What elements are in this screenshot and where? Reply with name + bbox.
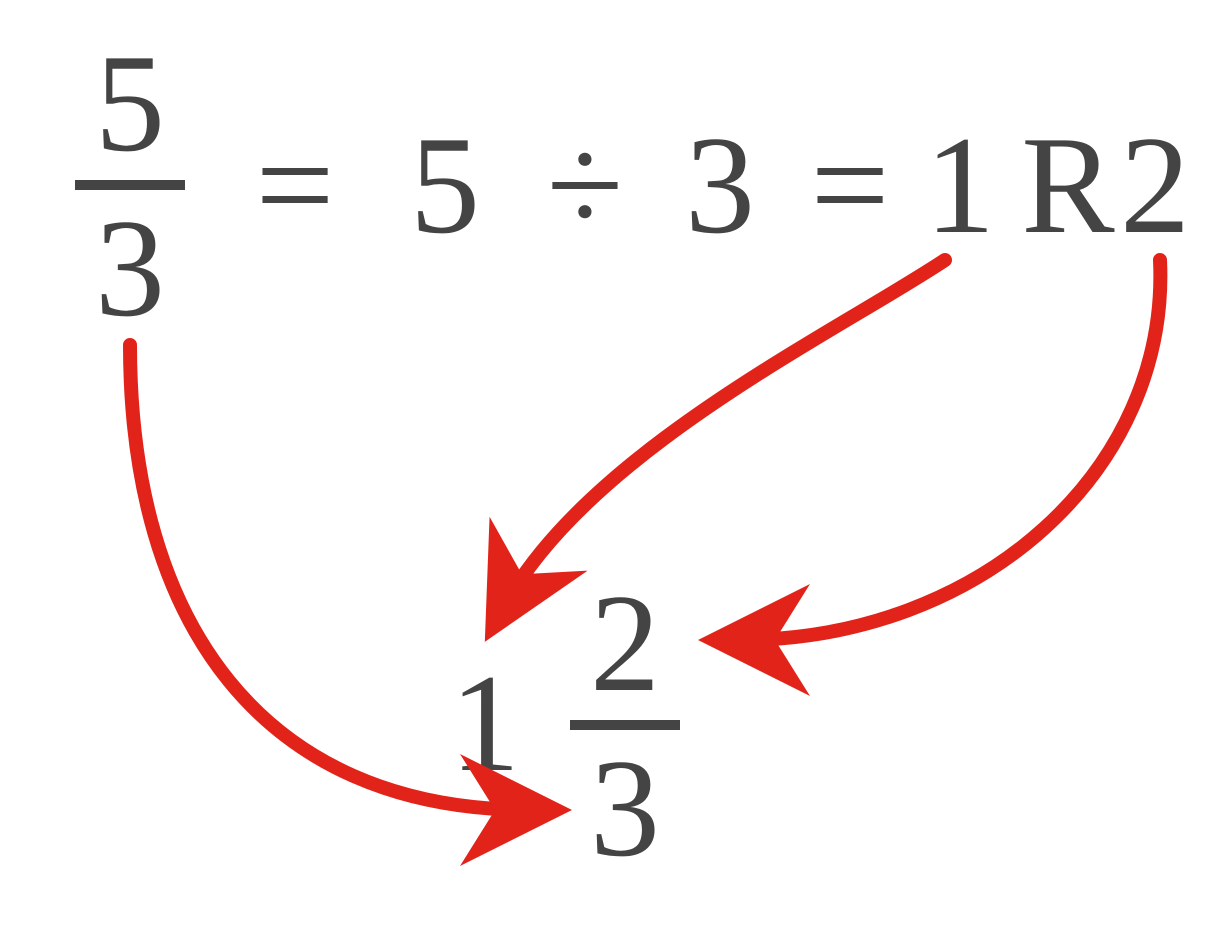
top-fraction-numerator: 5	[95, 26, 165, 181]
top-quotient: 1	[925, 108, 995, 263]
top-div-left: 5	[410, 108, 480, 263]
arrow-quotient-to-whole	[505, 260, 945, 605]
bottom-mixed-number: 1 2 3	[450, 566, 680, 886]
top-fraction-bar	[75, 180, 185, 190]
top-fraction: 5 3	[75, 26, 185, 346]
bottom-whole: 1	[450, 646, 520, 801]
bottom-fraction-bar	[570, 720, 680, 730]
top-div-sym: ÷	[547, 108, 624, 263]
top-div-right: 3	[685, 108, 755, 263]
bottom-numerator: 2	[590, 566, 660, 721]
top-fraction-denominator: 3	[95, 191, 165, 346]
top-eq2: =	[811, 108, 890, 263]
arrow-remainder-to-numerator	[740, 260, 1160, 640]
fraction-to-mixed-diagram: 5 3 = 5 ÷ 3 = 1 R 2 1 2 3	[0, 0, 1215, 927]
top-equation: 5 3 = 5 ÷ 3 = 1 R 2	[75, 26, 1190, 346]
top-eq1: =	[256, 108, 335, 263]
bottom-denominator: 3	[590, 731, 660, 886]
top-remainder-value: 2	[1120, 108, 1190, 263]
top-remainder-label: R	[1021, 108, 1115, 263]
